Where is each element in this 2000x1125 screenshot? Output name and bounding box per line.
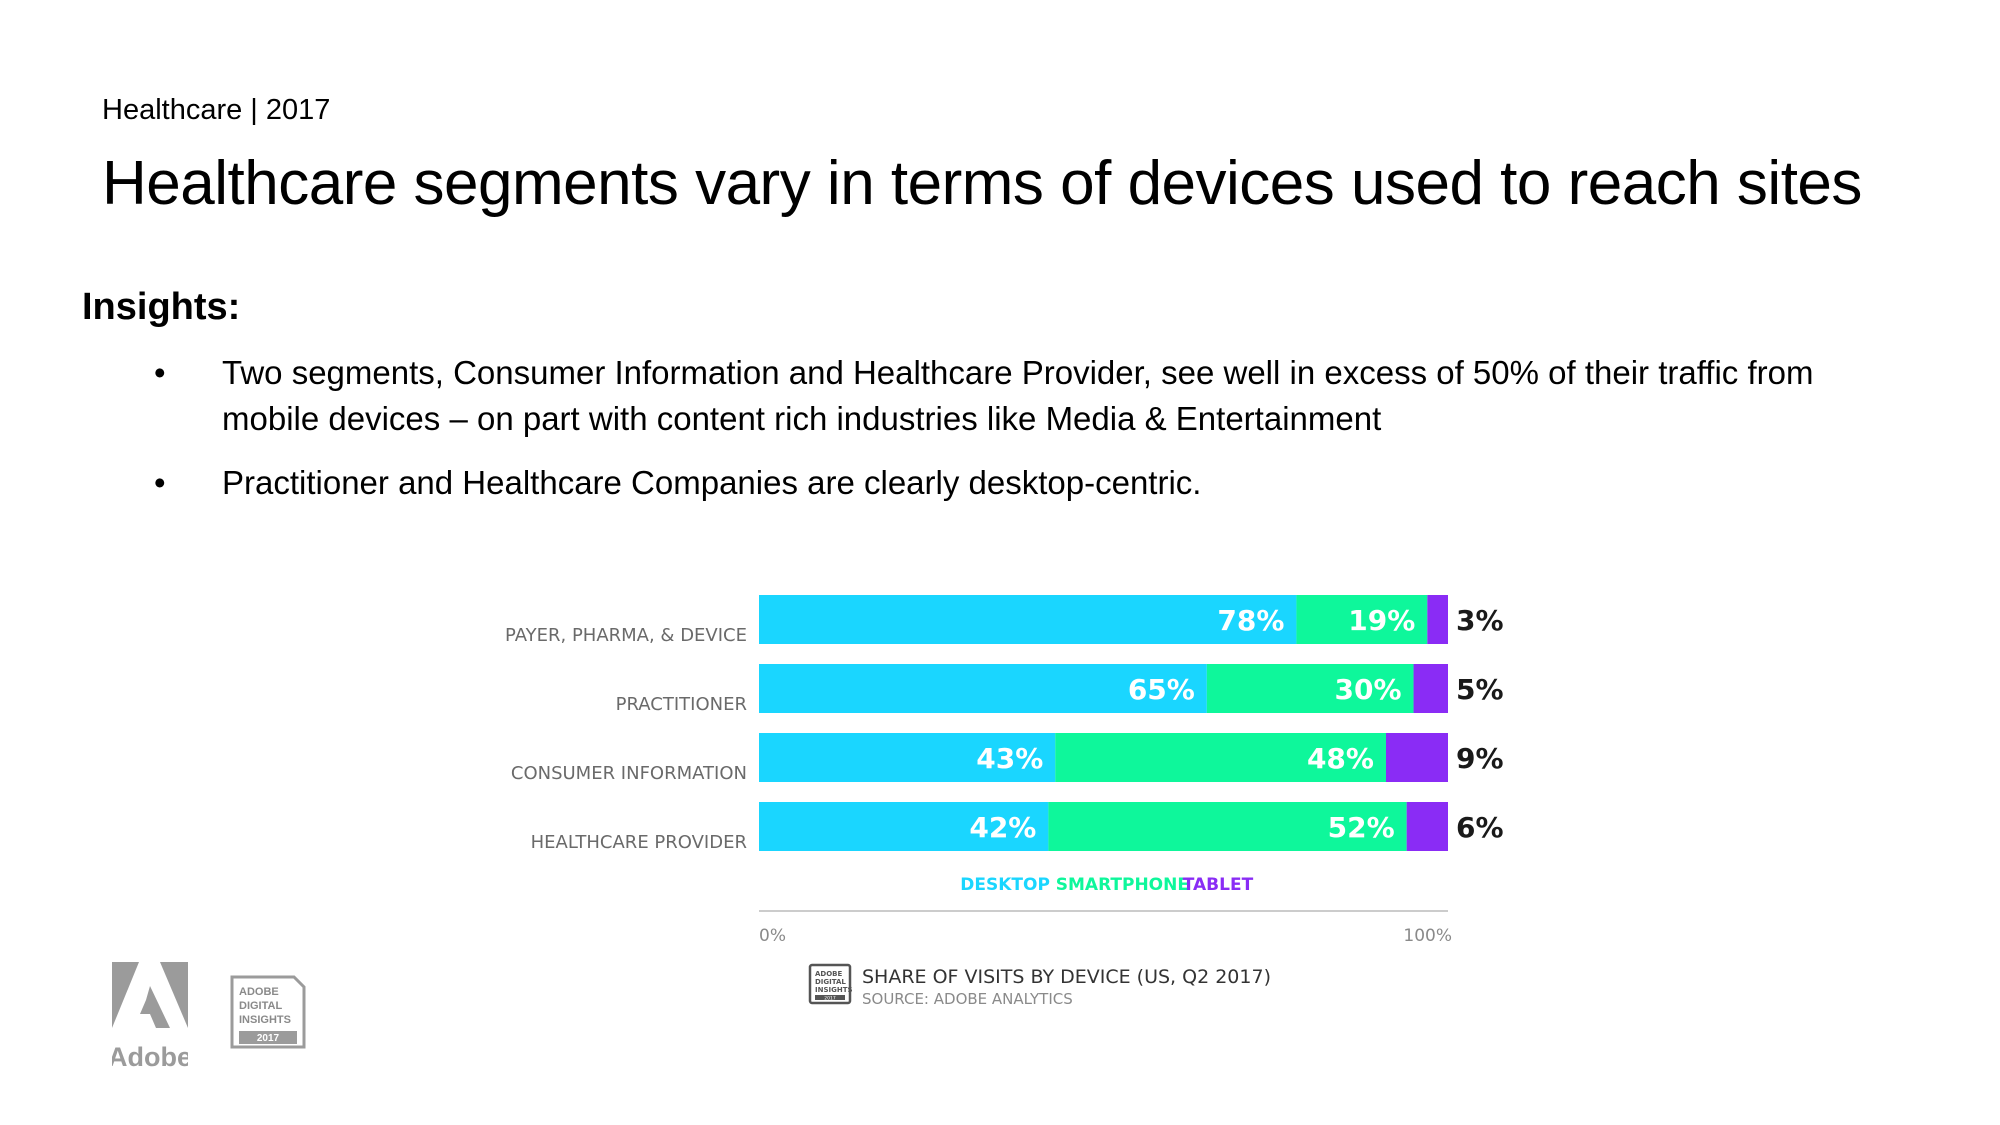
bar-segment-desktop bbox=[759, 664, 1207, 713]
chart-title: SHARE OF VISITS BY DEVICE (US, Q2 2017) bbox=[862, 966, 1271, 988]
bar-segment-smartphone bbox=[1055, 733, 1386, 782]
x-axis-tick-label: 100% bbox=[1403, 926, 1452, 946]
data-label: 43% bbox=[976, 742, 1043, 775]
adobe-logo-right-shape bbox=[160, 962, 188, 1028]
data-label: 19% bbox=[1348, 604, 1415, 637]
bar-segment-tablet bbox=[1406, 802, 1448, 851]
data-label: 30% bbox=[1335, 673, 1402, 706]
adobe-logo-wordmark: Adobe bbox=[112, 1042, 188, 1072]
caption-badge-icon-year: 2017 bbox=[824, 996, 836, 1002]
insight-bullet: • Two segments, Consumer Information and… bbox=[154, 350, 1854, 442]
data-label: 3% bbox=[1456, 604, 1504, 637]
badge-line: INSIGHTS bbox=[239, 1014, 291, 1026]
adobe-logo-left-shape bbox=[112, 962, 139, 1028]
data-label: 78% bbox=[1217, 604, 1284, 637]
bar-segment-desktop bbox=[759, 802, 1049, 851]
category-label: CONSUMER INFORMATION bbox=[511, 763, 747, 784]
x-axis-tick-label: 0% bbox=[759, 926, 786, 946]
data-label: 48% bbox=[1307, 742, 1374, 775]
insight-text: Practitioner and Healthcare Companies ar… bbox=[222, 464, 1202, 501]
category-label: PAYER, PHARMA, & DEVICE bbox=[505, 625, 747, 646]
caption-badge-icon bbox=[808, 963, 852, 1005]
insight-bullet: • Practitioner and Healthcare Companies … bbox=[154, 460, 1854, 506]
badge-year-band bbox=[239, 1031, 297, 1044]
data-label: 65% bbox=[1128, 673, 1195, 706]
insight-text: Two segments, Consumer Information and H… bbox=[222, 354, 1814, 437]
bar-segment-tablet bbox=[1413, 664, 1448, 713]
bullet-icon: • bbox=[154, 464, 166, 501]
bar-segment-desktop bbox=[759, 595, 1297, 644]
caption-badge-icon-line: ADOBE bbox=[815, 970, 843, 978]
insights-list: • Two segments, Consumer Information and… bbox=[154, 350, 1854, 524]
digital-insights-badge: ADOBE DIGITAL INSIGHTS 2017 bbox=[230, 975, 306, 1049]
data-label: 6% bbox=[1456, 811, 1504, 844]
badge-frame bbox=[230, 975, 306, 1049]
legend-entry: SMARTPHONE bbox=[1056, 875, 1189, 895]
data-label: 52% bbox=[1328, 811, 1395, 844]
caption-badge-icon-line: INSIGHTS bbox=[815, 986, 853, 994]
bar-segment-desktop bbox=[759, 733, 1056, 782]
bar-segment-tablet bbox=[1427, 595, 1448, 644]
eyebrow-label: Healthcare | 2017 bbox=[102, 94, 331, 126]
badge-line: ADOBE bbox=[239, 986, 279, 998]
category-label: PRACTITIONER bbox=[616, 694, 747, 715]
legend-entry: DESKTOP bbox=[960, 875, 1050, 895]
chart-source: SOURCE: ADOBE ANALYTICS bbox=[862, 990, 1073, 1008]
bar-segment-smartphone bbox=[1048, 802, 1407, 851]
bar-segment-smartphone bbox=[1206, 664, 1414, 713]
insights-heading: Insights: bbox=[82, 286, 241, 328]
legend-entry: TABLET bbox=[1183, 875, 1254, 895]
badge-line: DIGITAL bbox=[239, 1000, 282, 1012]
data-label: 42% bbox=[969, 811, 1036, 844]
category-label: HEALTHCARE PROVIDER bbox=[531, 832, 747, 853]
adobe-logo-center-shape bbox=[140, 986, 170, 1028]
badge-year: 2017 bbox=[257, 1033, 280, 1044]
data-label: 9% bbox=[1456, 742, 1504, 775]
page-title: Healthcare segments vary in terms of dev… bbox=[102, 149, 1862, 218]
bar-segment-smartphone bbox=[1296, 595, 1428, 644]
adobe-logo: Adobe bbox=[112, 962, 188, 1072]
data-label: 5% bbox=[1456, 673, 1504, 706]
caption-badge-icon-band bbox=[815, 995, 845, 1000]
caption-badge-icon-line: DIGITAL bbox=[815, 978, 846, 986]
bar-segment-tablet bbox=[1385, 733, 1448, 782]
bullet-icon: • bbox=[154, 354, 166, 391]
